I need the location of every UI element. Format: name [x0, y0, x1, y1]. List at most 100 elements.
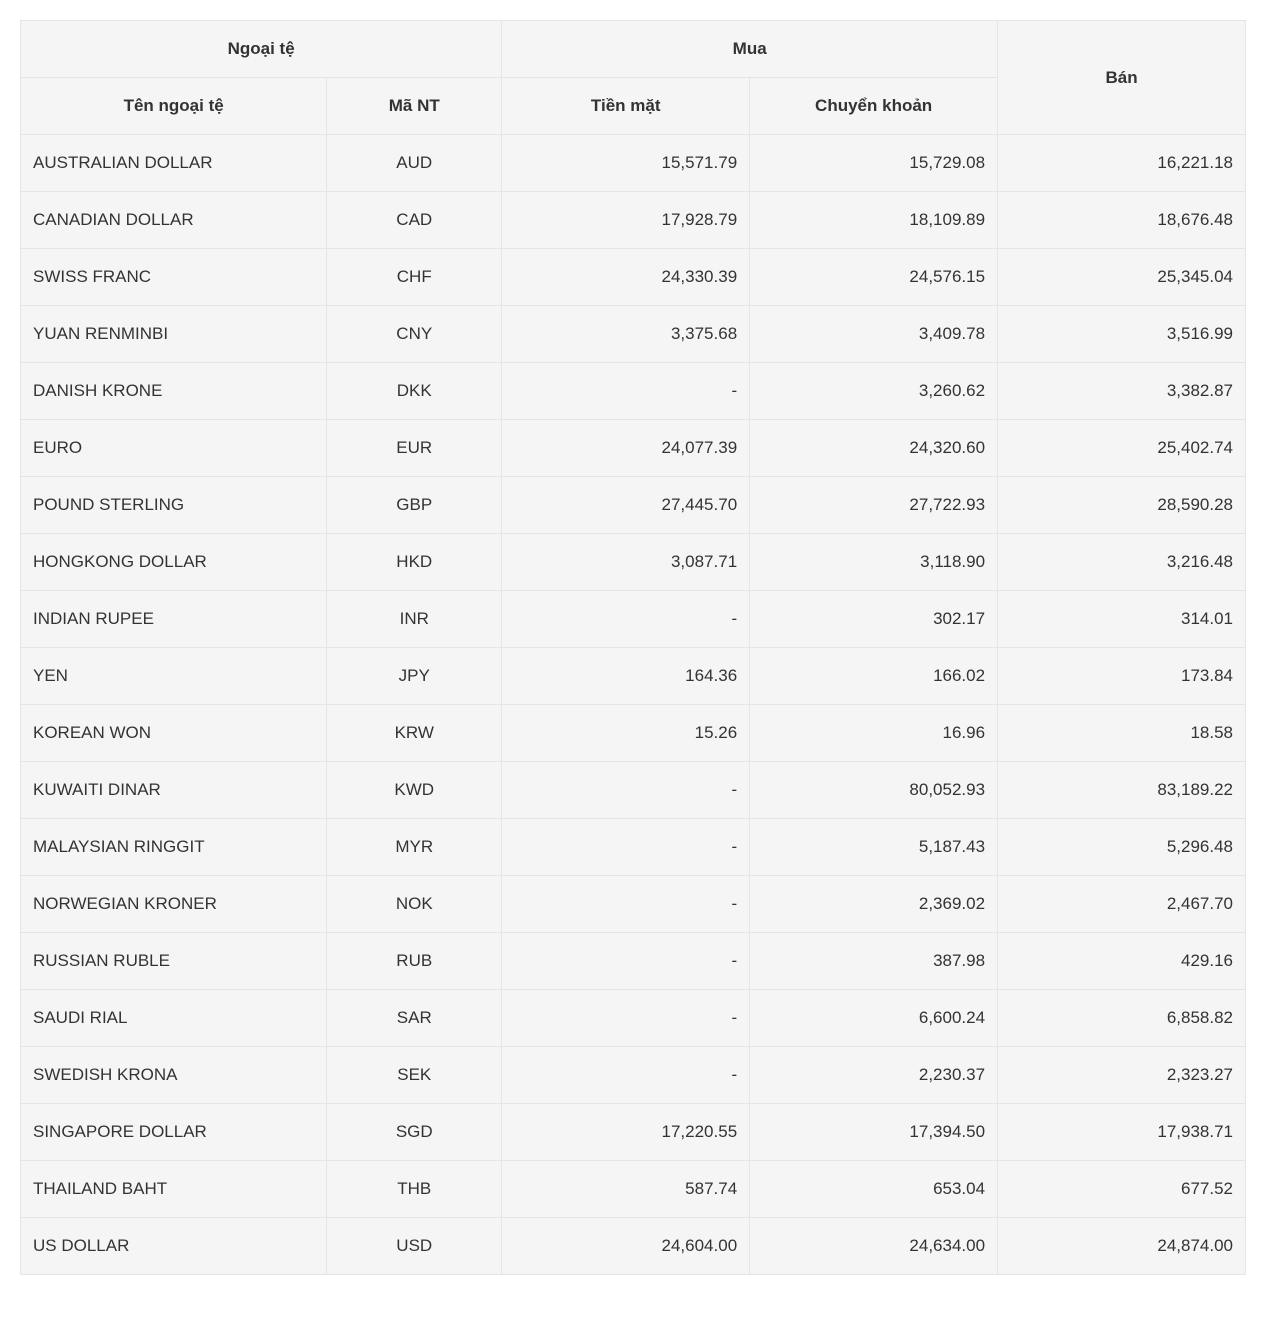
table-row: AUSTRALIAN DOLLARAUD15,571.7915,729.0816… [21, 135, 1246, 192]
currency-code-cell: CAD [327, 192, 502, 249]
currency-code-cell: HKD [327, 534, 502, 591]
transfer-cell: 3,118.90 [750, 534, 998, 591]
table-row: CANADIAN DOLLARCAD17,928.7918,109.8918,6… [21, 192, 1246, 249]
currency-code-cell: INR [327, 591, 502, 648]
sell-cell: 6,858.82 [998, 990, 1246, 1047]
header-transfer: Chuyển khoản [750, 78, 998, 135]
currency-code-cell: SGD [327, 1104, 502, 1161]
sell-cell: 429.16 [998, 933, 1246, 990]
header-currency-name: Tên ngoại tệ [21, 78, 327, 135]
currency-name-cell: POUND STERLING [21, 477, 327, 534]
cash-cell: - [502, 819, 750, 876]
sell-cell: 314.01 [998, 591, 1246, 648]
currency-name-cell: SWISS FRANC [21, 249, 327, 306]
currency-name-cell: SAUDI RIAL [21, 990, 327, 1047]
sell-cell: 3,216.48 [998, 534, 1246, 591]
header-currency-code: Mã NT [327, 78, 502, 135]
currency-code-cell: KWD [327, 762, 502, 819]
currency-code-cell: DKK [327, 363, 502, 420]
sell-cell: 16,221.18 [998, 135, 1246, 192]
transfer-cell: 3,409.78 [750, 306, 998, 363]
cash-cell: 15,571.79 [502, 135, 750, 192]
table-row: SINGAPORE DOLLARSGD17,220.5517,394.5017,… [21, 1104, 1246, 1161]
currency-name-cell: SINGAPORE DOLLAR [21, 1104, 327, 1161]
currency-name-cell: US DOLLAR [21, 1218, 327, 1275]
table-row: EUROEUR24,077.3924,320.6025,402.74 [21, 420, 1246, 477]
transfer-cell: 24,634.00 [750, 1218, 998, 1275]
table-row: YENJPY164.36166.02173.84 [21, 648, 1246, 705]
currency-code-cell: CNY [327, 306, 502, 363]
transfer-cell: 6,600.24 [750, 990, 998, 1047]
sell-cell: 17,938.71 [998, 1104, 1246, 1161]
currency-code-cell: JPY [327, 648, 502, 705]
table-row: HONGKONG DOLLARHKD3,087.713,118.903,216.… [21, 534, 1246, 591]
table-row: NORWEGIAN KRONERNOK-2,369.022,467.70 [21, 876, 1246, 933]
currency-code-cell: USD [327, 1218, 502, 1275]
transfer-cell: 5,187.43 [750, 819, 998, 876]
transfer-cell: 2,369.02 [750, 876, 998, 933]
currency-name-cell: NORWEGIAN KRONER [21, 876, 327, 933]
currency-code-cell: KRW [327, 705, 502, 762]
currency-name-cell: YUAN RENMINBI [21, 306, 327, 363]
table-row: SWEDISH KRONASEK-2,230.372,323.27 [21, 1047, 1246, 1104]
transfer-cell: 27,722.93 [750, 477, 998, 534]
header-cash: Tiền mặt [502, 78, 750, 135]
cash-cell: 17,220.55 [502, 1104, 750, 1161]
table-row: YUAN RENMINBICNY3,375.683,409.783,516.99 [21, 306, 1246, 363]
table-row: SWISS FRANCCHF24,330.3924,576.1525,345.0… [21, 249, 1246, 306]
cash-cell: - [502, 1047, 750, 1104]
table-row: DANISH KRONEDKK-3,260.623,382.87 [21, 363, 1246, 420]
currency-name-cell: THAILAND BAHT [21, 1161, 327, 1218]
currency-name-cell: YEN [21, 648, 327, 705]
table-row: POUND STERLINGGBP27,445.7027,722.9328,59… [21, 477, 1246, 534]
currency-name-cell: KUWAITI DINAR [21, 762, 327, 819]
transfer-cell: 653.04 [750, 1161, 998, 1218]
currency-name-cell: MALAYSIAN RINGGIT [21, 819, 327, 876]
currency-code-cell: EUR [327, 420, 502, 477]
transfer-cell: 302.17 [750, 591, 998, 648]
currency-code-cell: THB [327, 1161, 502, 1218]
sell-cell: 24,874.00 [998, 1218, 1246, 1275]
table-row: KUWAITI DINARKWD-80,052.9383,189.22 [21, 762, 1246, 819]
table-row: MALAYSIAN RINGGITMYR-5,187.435,296.48 [21, 819, 1246, 876]
currency-name-cell: INDIAN RUPEE [21, 591, 327, 648]
currency-name-cell: DANISH KRONE [21, 363, 327, 420]
cash-cell: - [502, 591, 750, 648]
sell-cell: 18,676.48 [998, 192, 1246, 249]
table-row: INDIAN RUPEEINR-302.17314.01 [21, 591, 1246, 648]
sell-cell: 2,323.27 [998, 1047, 1246, 1104]
cash-cell: 3,375.68 [502, 306, 750, 363]
transfer-cell: 16.96 [750, 705, 998, 762]
currency-code-cell: MYR [327, 819, 502, 876]
cash-cell: 24,077.39 [502, 420, 750, 477]
sell-cell: 3,516.99 [998, 306, 1246, 363]
table-header-row-1: Ngoại tệ Mua Bán [21, 21, 1246, 78]
transfer-cell: 24,576.15 [750, 249, 998, 306]
sell-cell: 28,590.28 [998, 477, 1246, 534]
currency-code-cell: GBP [327, 477, 502, 534]
cash-cell: - [502, 762, 750, 819]
currency-code-cell: SEK [327, 1047, 502, 1104]
table-row: THAILAND BAHTTHB587.74653.04677.52 [21, 1161, 1246, 1218]
currency-code-cell: AUD [327, 135, 502, 192]
cash-cell: 24,330.39 [502, 249, 750, 306]
table-row: KOREAN WONKRW15.2616.9618.58 [21, 705, 1246, 762]
currency-name-cell: AUSTRALIAN DOLLAR [21, 135, 327, 192]
transfer-cell: 18,109.89 [750, 192, 998, 249]
sell-cell: 2,467.70 [998, 876, 1246, 933]
cash-cell: - [502, 990, 750, 1047]
currency-code-cell: NOK [327, 876, 502, 933]
sell-cell: 18.58 [998, 705, 1246, 762]
currency-code-cell: CHF [327, 249, 502, 306]
sell-cell: 173.84 [998, 648, 1246, 705]
currency-name-cell: SWEDISH KRONA [21, 1047, 327, 1104]
sell-cell: 25,402.74 [998, 420, 1246, 477]
transfer-cell: 24,320.60 [750, 420, 998, 477]
transfer-cell: 387.98 [750, 933, 998, 990]
sell-cell: 25,345.04 [998, 249, 1246, 306]
transfer-cell: 3,260.62 [750, 363, 998, 420]
cash-cell: - [502, 933, 750, 990]
transfer-cell: 166.02 [750, 648, 998, 705]
sell-cell: 3,382.87 [998, 363, 1246, 420]
header-currency-group: Ngoại tệ [21, 21, 502, 78]
